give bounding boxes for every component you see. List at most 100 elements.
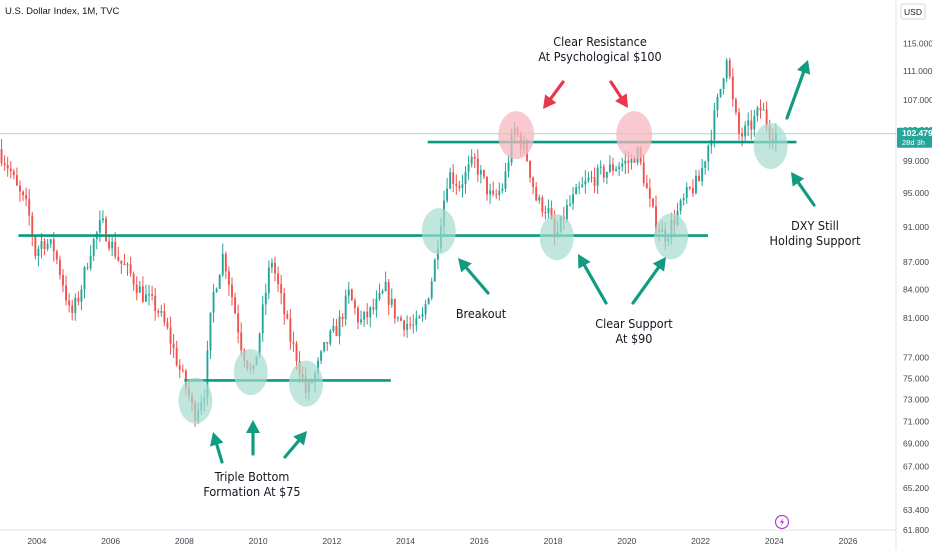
candle — [605, 171, 608, 184]
candle-body — [264, 292, 267, 305]
candle-body — [612, 164, 614, 171]
candle-body — [470, 156, 473, 165]
candle-body — [114, 241, 117, 257]
last-price-tag: 102.479 28d 3h — [897, 127, 932, 148]
candle — [12, 168, 15, 180]
candle-body — [341, 316, 344, 320]
candle-body — [172, 343, 175, 348]
y-tick-label: 77.000 — [903, 353, 929, 363]
support-touch-highlight — [421, 208, 456, 255]
x-tick-label: 2008 — [175, 536, 194, 546]
candle — [62, 269, 64, 293]
candle — [43, 238, 46, 256]
candle-body — [400, 317, 402, 321]
x-tick-label: 2018 — [544, 536, 563, 546]
candle — [25, 187, 28, 207]
candle-body — [390, 298, 393, 305]
candle — [544, 205, 547, 220]
support-touch-highlight — [178, 377, 213, 424]
candle-body — [707, 145, 710, 162]
candle-body — [590, 176, 593, 178]
candle — [701, 158, 704, 187]
candle-body — [227, 271, 230, 285]
candle-body — [111, 241, 114, 249]
candle-body — [120, 260, 123, 264]
candle — [123, 253, 126, 266]
candle — [738, 107, 740, 140]
candle — [154, 287, 157, 321]
candle-body — [482, 170, 485, 177]
y-tick-label: 95.000 — [903, 188, 929, 198]
candle-body — [756, 107, 759, 117]
candle-body — [685, 187, 688, 198]
candle-body — [608, 164, 611, 172]
candle — [584, 170, 587, 194]
candle — [704, 160, 707, 175]
x-tick-label: 2010 — [249, 536, 268, 546]
candle-body — [105, 218, 107, 242]
candle — [83, 265, 86, 299]
candle — [86, 262, 89, 271]
y-tick-label: 61.800 — [903, 525, 929, 535]
candle-body — [734, 99, 737, 113]
candle — [283, 288, 286, 325]
candle — [498, 182, 501, 201]
candle — [326, 341, 329, 352]
candle-body — [498, 190, 501, 195]
y-tick-label: 81.000 — [903, 313, 929, 323]
candle — [151, 285, 154, 301]
y-tick-label: 111.000 — [903, 66, 932, 76]
candle-body — [178, 365, 181, 370]
candle-body — [40, 241, 43, 249]
candle — [335, 319, 338, 337]
candle-body — [415, 318, 418, 325]
candle-body — [581, 184, 584, 188]
candle — [277, 266, 280, 293]
candle — [572, 186, 575, 211]
candle-body — [215, 288, 218, 292]
time-axis[interactable]: 2004 2006 2008 2010 2012 2014 2016 2018 2020 2022… — [27, 536, 857, 546]
candle — [344, 289, 347, 326]
candle — [135, 276, 138, 301]
candle-body — [181, 369, 184, 371]
candle — [403, 319, 406, 337]
candle-body — [728, 60, 731, 77]
candle — [37, 245, 40, 267]
candle-body — [132, 273, 135, 285]
price-axis[interactable]: 115.000111.000107.000103.00099.00095.000… — [903, 39, 932, 535]
candle — [15, 167, 18, 187]
candle — [117, 246, 120, 262]
candle-body — [344, 295, 347, 320]
resistance-touch-highlight — [616, 111, 653, 160]
candle — [713, 102, 716, 148]
candle — [467, 155, 470, 181]
candle — [0, 139, 3, 167]
lightning-icon[interactable] — [774, 514, 790, 530]
candle — [695, 169, 697, 195]
annotation-text: Holding Support — [769, 233, 861, 248]
candle — [270, 258, 273, 273]
candle — [209, 312, 212, 360]
candle-body — [467, 164, 470, 172]
candle-body — [449, 172, 452, 189]
candle-body — [71, 305, 74, 313]
candle-body — [691, 188, 694, 194]
candle-body — [338, 316, 341, 337]
candle — [166, 317, 169, 330]
candle — [28, 189, 31, 226]
candle — [240, 322, 243, 356]
candle — [759, 99, 762, 119]
candle-body — [615, 168, 618, 171]
candle-body — [704, 161, 707, 168]
candle-body — [175, 347, 178, 366]
candle — [424, 299, 427, 320]
x-tick-label: 2004 — [27, 536, 46, 546]
y-tick-label: 73.000 — [903, 395, 929, 405]
candle-body — [621, 163, 624, 167]
breakout-arrow — [458, 258, 490, 295]
candle — [347, 281, 350, 304]
currency-button[interactable]: USD — [900, 3, 926, 20]
